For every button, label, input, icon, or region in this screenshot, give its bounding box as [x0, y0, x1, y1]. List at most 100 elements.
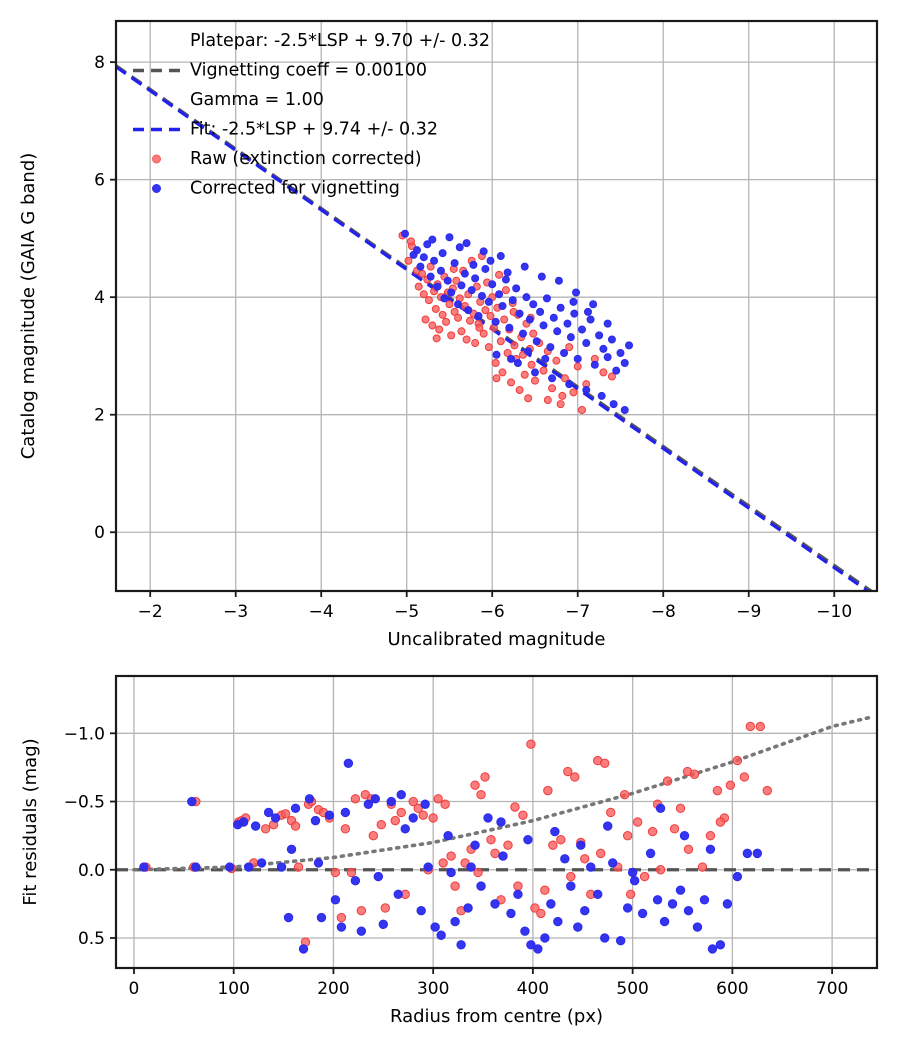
data-point	[553, 916, 563, 927]
data-point	[313, 858, 324, 868]
data-point	[659, 916, 670, 927]
data-point	[603, 319, 612, 328]
data-point	[380, 903, 390, 913]
data-point	[742, 848, 753, 859]
x-tick-label: −8	[651, 602, 676, 622]
x-tick-label: 600	[716, 979, 748, 999]
data-point	[460, 269, 469, 278]
data-point	[563, 319, 572, 328]
data-point	[655, 803, 666, 814]
data-point	[454, 313, 463, 322]
data-point	[476, 881, 486, 891]
data-point	[423, 240, 432, 249]
data-point	[454, 300, 463, 309]
legend: Platepar: -2.5*LSP + 9.70 +/- 0.32 Vignet…	[133, 31, 490, 199]
data-point	[639, 871, 650, 882]
data-point	[452, 276, 461, 285]
data-point	[450, 916, 460, 927]
data-point	[589, 300, 598, 309]
data-point	[436, 266, 445, 275]
x-tick-label: −5	[394, 602, 419, 622]
data-point	[582, 386, 591, 395]
data-point	[569, 297, 578, 306]
data-point	[491, 317, 500, 326]
data-point	[290, 803, 301, 814]
data-point	[546, 899, 556, 909]
data-point	[423, 862, 433, 872]
data-point	[419, 253, 428, 262]
data-point	[442, 317, 451, 326]
data-point	[582, 339, 591, 348]
data-point	[430, 922, 440, 932]
data-point	[530, 903, 540, 913]
data-point	[413, 803, 423, 814]
data-point	[447, 331, 456, 340]
data-point	[404, 256, 413, 265]
data-point	[467, 286, 476, 295]
data-point	[513, 359, 522, 367]
data-point	[481, 306, 490, 315]
y-tick-label: −1.0	[64, 724, 105, 744]
data-point	[440, 294, 449, 303]
data-point	[508, 296, 517, 305]
data-point	[450, 881, 460, 891]
data-point	[469, 260, 478, 269]
data-point	[414, 282, 423, 291]
data-point	[408, 796, 418, 807]
data-point	[675, 803, 686, 814]
data-point	[569, 388, 578, 397]
data-point	[529, 300, 538, 309]
scatter-series-raw	[141, 721, 772, 947]
y-tick-label: 0	[94, 523, 105, 543]
data-point	[373, 871, 384, 882]
data-point	[243, 862, 254, 872]
y-tick-label: 0.5	[78, 929, 105, 949]
data-point	[752, 848, 763, 859]
data-point	[595, 331, 604, 340]
data-point	[705, 830, 716, 841]
data-point	[496, 252, 505, 261]
data-point	[225, 862, 235, 872]
data-point	[400, 824, 410, 834]
data-point	[363, 799, 374, 809]
data-point	[683, 905, 694, 916]
data-point	[560, 374, 569, 383]
data-point	[286, 844, 297, 854]
data-point	[479, 329, 488, 338]
data-point	[330, 895, 341, 905]
x-tick-label: 0	[129, 979, 140, 999]
data-point	[722, 899, 733, 909]
data-point	[298, 944, 309, 954]
data-point	[578, 406, 587, 415]
data-point	[570, 772, 580, 782]
data-point	[505, 323, 514, 332]
data-point	[699, 895, 710, 905]
data-point	[340, 807, 351, 818]
data-point	[464, 306, 473, 315]
data-point	[679, 830, 690, 841]
x-tick-label: 500	[616, 979, 648, 999]
legend-label: Raw (extinction corrected)	[190, 149, 422, 169]
data-point	[616, 349, 625, 358]
data-point	[543, 396, 552, 405]
data-point	[530, 368, 539, 377]
data-point	[697, 862, 708, 872]
data-point	[625, 341, 634, 350]
data-point	[548, 840, 558, 850]
data-point	[599, 344, 608, 353]
data-point	[603, 821, 613, 831]
y-tick-label: 0.0	[78, 861, 105, 881]
data-point	[519, 329, 528, 338]
data-point	[496, 337, 505, 346]
data-point	[543, 785, 553, 796]
data-point	[419, 290, 428, 299]
data-point	[488, 280, 497, 289]
data-point	[515, 386, 524, 395]
data-point	[346, 867, 357, 878]
y-tick-label: 8	[94, 53, 105, 73]
data-point	[270, 813, 281, 823]
data-point	[536, 307, 545, 316]
data-point	[590, 360, 599, 369]
data-point	[537, 272, 546, 281]
data-point	[612, 366, 621, 375]
